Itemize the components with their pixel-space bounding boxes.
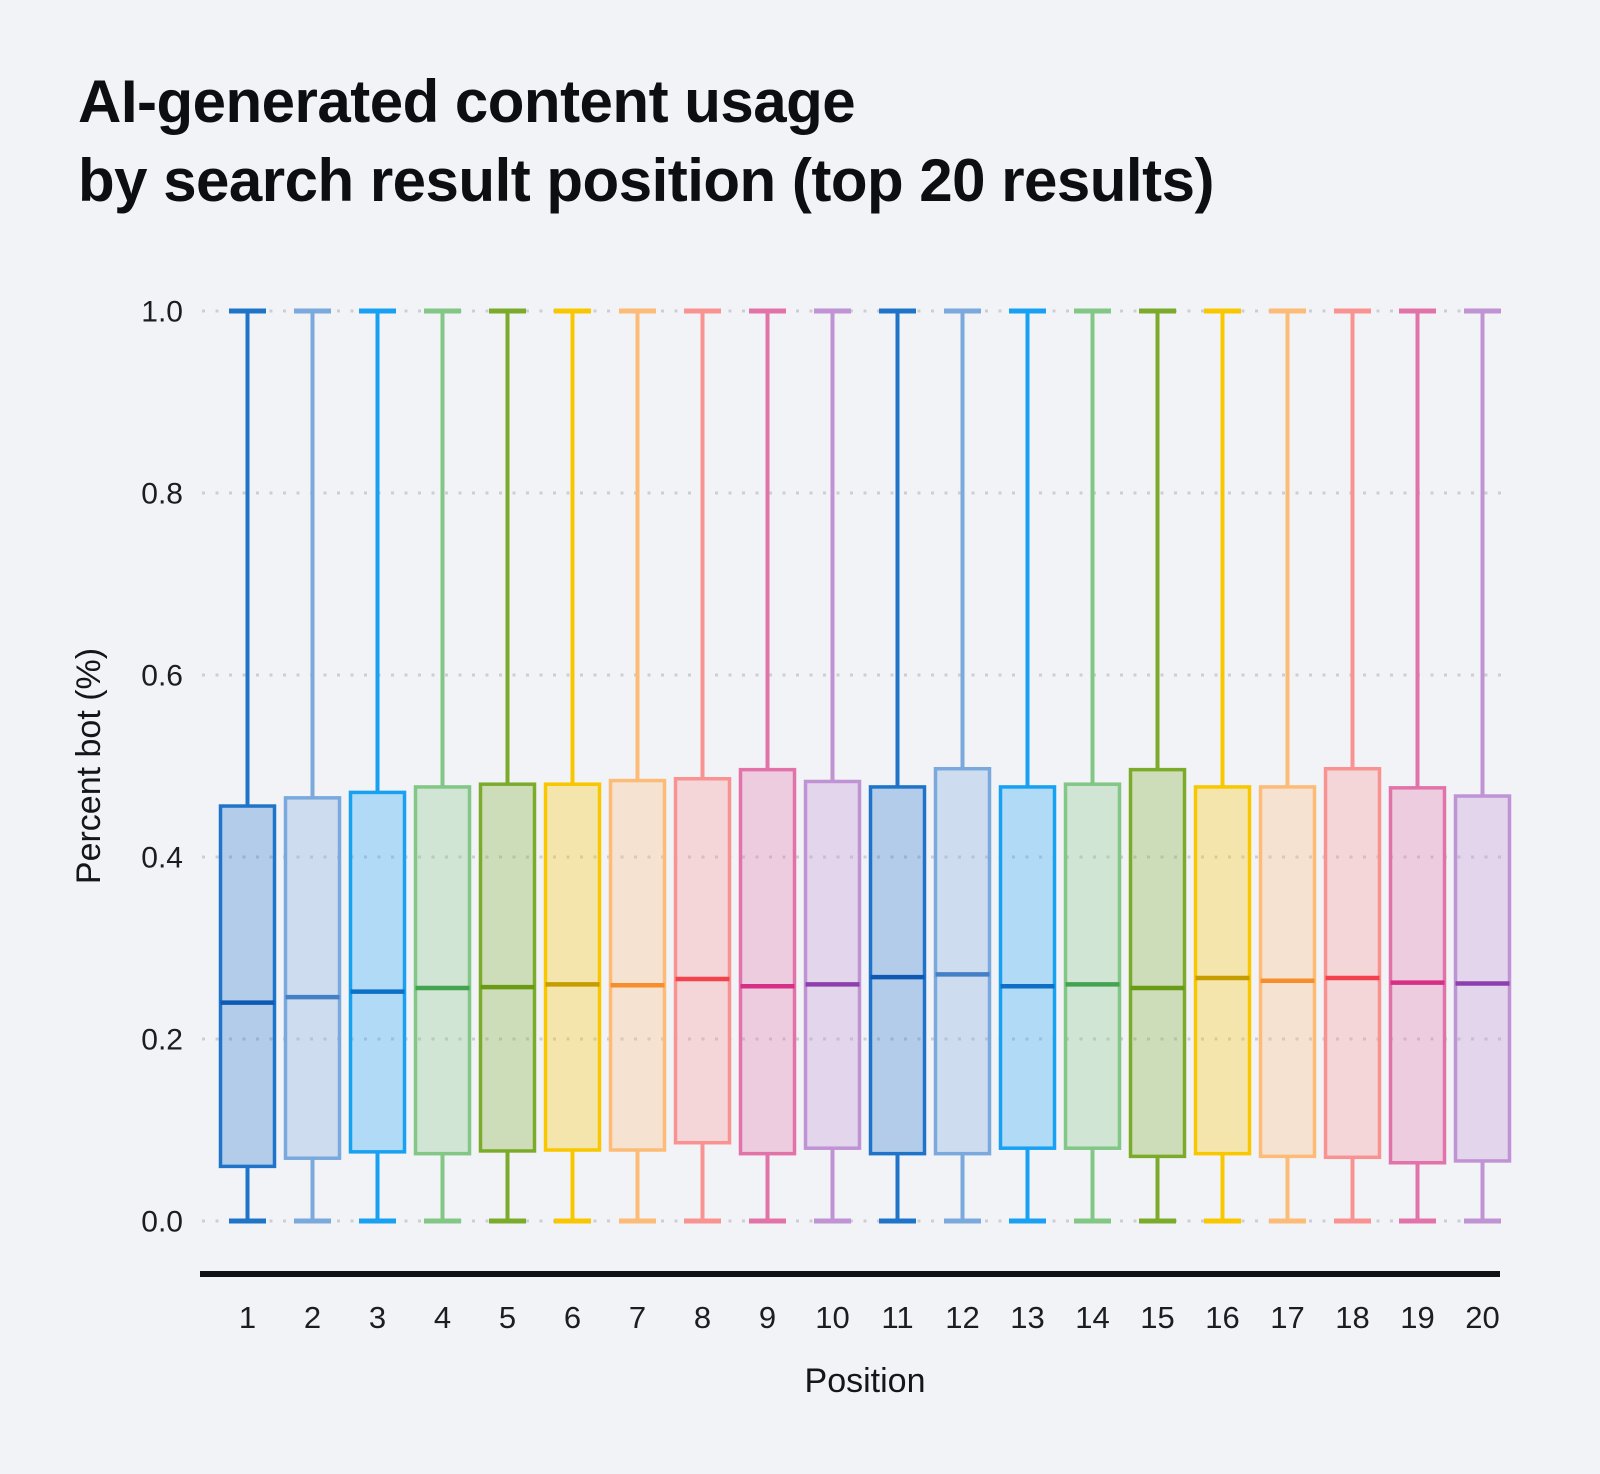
y-tick-label-0.4: 0.4 [141,842,183,875]
x-tick-label-1: 1 [239,1300,256,1335]
box-plot-position-18 [1323,308,1382,1224]
x-tick-label-19: 19 [1400,1300,1434,1335]
x-tick-label-20: 20 [1465,1300,1499,1335]
box-iqr [1388,786,1447,1165]
x-tick-label-12: 12 [945,1300,979,1335]
chart-title-line1: AI-generated content usage [78,68,856,135]
box-iqr [543,782,602,1152]
box-iqr [1193,785,1252,1156]
box-iqr [218,804,277,1169]
x-tick-label-7: 7 [629,1300,646,1335]
box-plot-position-16 [1193,308,1252,1224]
box-plot-position-7 [608,308,667,1224]
x-tick-label-9: 9 [759,1300,776,1335]
x-tick-label-17: 17 [1270,1300,1304,1335]
box-iqr [608,778,667,1152]
box-iqr [998,785,1057,1150]
y-tick-label-0.8: 0.8 [141,478,183,511]
box-plot-position-2 [283,308,342,1224]
box-plot-position-19 [1388,308,1447,1224]
y-tick-label-0.2: 0.2 [141,1024,183,1057]
box-iqr [1063,782,1122,1150]
box-plot-position-20 [1453,308,1512,1224]
box-plot-position-14 [1063,308,1122,1224]
y-tick-label-1: 1.0 [141,296,183,329]
box-iqr [413,785,472,1156]
x-axis-title: Position [805,1362,926,1400]
box-iqr [738,767,797,1156]
box-iqr [1258,785,1317,1159]
x-tick-label-13: 13 [1010,1300,1044,1335]
box-plot-position-4 [413,308,472,1224]
x-tick-label-3: 3 [369,1300,386,1335]
box-plot-position-9 [738,308,797,1224]
x-tick-label-11: 11 [881,1300,913,1335]
box-plot-position-6 [543,308,602,1224]
box-iqr [1323,766,1382,1160]
box-plot-position-15 [1128,308,1187,1224]
box-iqr [933,766,992,1156]
box-iqr [478,782,537,1153]
box-iqr [673,776,732,1145]
box-iqr [348,790,407,1154]
box-plot-position-11 [868,308,927,1224]
x-tick-label-18: 18 [1335,1300,1369,1335]
x-tick-label-6: 6 [564,1300,581,1335]
x-tick-label-16: 16 [1205,1300,1239,1335]
box-iqr [1453,794,1512,1163]
x-tick-label-4: 4 [434,1300,451,1335]
chart-title: AI-generated content usage by search res… [78,62,1214,220]
y-axis-title: Percent bot (%) [70,648,108,884]
box-plot-position-13 [998,308,1057,1224]
box-plot-position-8 [673,308,732,1224]
box-iqr [868,785,927,1156]
box-plot-position-5 [478,308,537,1224]
box-plot-position-1 [218,308,277,1224]
box-plot-position-3 [348,308,407,1224]
x-tick-label-5: 5 [499,1300,516,1335]
box-iqr [283,796,342,1160]
y-tick-label-0: 0.0 [141,1206,183,1239]
x-tick-label-2: 2 [304,1300,321,1335]
x-tick-label-14: 14 [1075,1300,1109,1335]
x-tick-label-15: 15 [1140,1300,1174,1335]
box-plot-position-10 [803,308,862,1224]
x-tick-label-8: 8 [694,1300,711,1335]
x-tick-label-10: 10 [815,1300,849,1335]
box-plot-position-12 [933,308,992,1224]
box-iqr [1128,767,1187,1159]
y-tick-label-0.6: 0.6 [141,660,183,693]
box-plot-position-17 [1258,308,1317,1224]
box-iqr [803,779,862,1150]
chart-title-line2: by search result position (top 20 result… [78,147,1214,214]
